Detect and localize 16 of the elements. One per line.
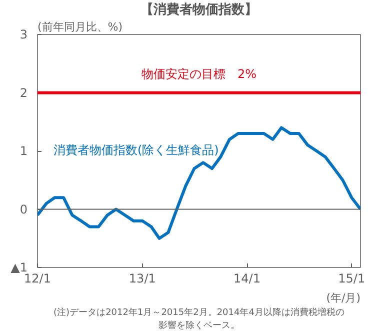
x-tick-label: 12/1 <box>24 272 51 286</box>
ref-line-label: 物価安定の目標 2% <box>141 66 257 81</box>
x-tick-label: 13/1 <box>128 272 156 286</box>
y-tick-label: 2 <box>20 86 28 100</box>
y-tick-label: 3 <box>20 28 28 42</box>
y-axis-title: (前年同月比、%) <box>38 20 123 34</box>
y-tick-label: 0 <box>20 202 28 216</box>
y-tick-label: 1 <box>20 144 28 158</box>
x-tick-label: 14/1 <box>234 272 260 286</box>
text: (注)データは2012年1月～2015年2月。2014年4月以降は消費税増税の <box>54 307 344 318</box>
series-label: 消費者物価指数(除く生鮮食品) <box>54 142 219 157</box>
chart-title: 【消費者物価指数】 <box>140 2 258 18</box>
text: 影響を除くベース。 <box>158 320 240 331</box>
y-tick-label: ▲1 <box>10 260 28 274</box>
x-tick-label: 15/1 <box>338 272 366 286</box>
x-axis-title: (年/月) <box>326 292 361 304</box>
